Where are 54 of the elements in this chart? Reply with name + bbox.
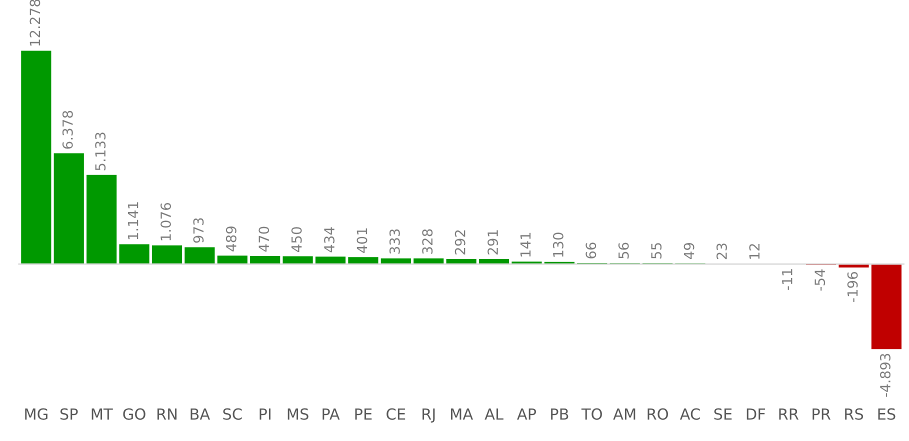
x-tick-label: MG — [25, 408, 48, 420]
data-label: -54 — [814, 269, 826, 291]
data-label: 973 — [193, 218, 204, 243]
data-label: 292 — [454, 230, 466, 254]
data-label: 141 — [520, 232, 531, 257]
x-tick-label: DF — [746, 408, 766, 420]
x-tick-label: RN — [157, 408, 177, 420]
x-tick-label: PR — [812, 408, 831, 420]
data-label: 1.076 — [160, 202, 172, 240]
x-tick-label: SC — [223, 408, 242, 420]
x-tick-label: RS — [845, 408, 864, 420]
x-tick-label: PB — [551, 408, 568, 420]
data-label: 434 — [324, 227, 335, 252]
data-label: -196 — [847, 272, 858, 302]
data-label: 333 — [389, 229, 400, 254]
x-tick-label: MS — [288, 408, 308, 420]
x-tick-label: RO — [648, 408, 668, 420]
x-tick-label: MT — [92, 408, 113, 420]
data-label: 130 — [552, 232, 564, 257]
x-tick-label: GO — [123, 408, 146, 420]
x-tick-label: PI — [260, 408, 270, 420]
x-tick-label: RR — [779, 408, 799, 420]
data-label: 12 — [749, 244, 760, 259]
data-label: 291 — [488, 230, 498, 254]
x-tick-label: PA — [322, 408, 340, 420]
data-label: 12.278 — [30, 0, 40, 46]
data-label: 1.141 — [128, 202, 138, 240]
data-label: 66 — [586, 242, 596, 258]
x-tick-label: CE — [386, 408, 406, 420]
x-tick-label: AM — [613, 408, 636, 420]
data-label: 328 — [422, 229, 433, 254]
x-tick-label: AP — [517, 408, 536, 420]
x-tick-label: ES — [878, 408, 896, 420]
data-label: -4.893 — [880, 354, 890, 397]
x-tick-label: AC — [680, 408, 700, 420]
x-tick-label: MA — [451, 408, 474, 420]
data-label: -11 — [782, 269, 792, 290]
data-label: 6.378 — [62, 110, 73, 149]
data-label: 401 — [356, 228, 368, 253]
x-tick-label: TO — [581, 408, 602, 420]
data-label: 470 — [258, 226, 270, 252]
data-label: 450 — [291, 227, 302, 252]
data-label: 55 — [651, 243, 662, 259]
x-tick-label: RJ — [422, 408, 435, 423]
data-label: 5.133 — [95, 132, 106, 170]
x-tick-label: SE — [714, 408, 732, 420]
data-label: 49 — [684, 242, 694, 260]
x-tick-label: PE — [355, 408, 372, 420]
x-tick-label: BA — [190, 408, 210, 420]
data-label: 489 — [226, 226, 236, 252]
data-label: 23 — [716, 244, 727, 260]
x-tick-label: AL — [484, 408, 504, 420]
data-label: 56 — [618, 242, 629, 258]
x-tick-label: SP — [60, 408, 78, 420]
